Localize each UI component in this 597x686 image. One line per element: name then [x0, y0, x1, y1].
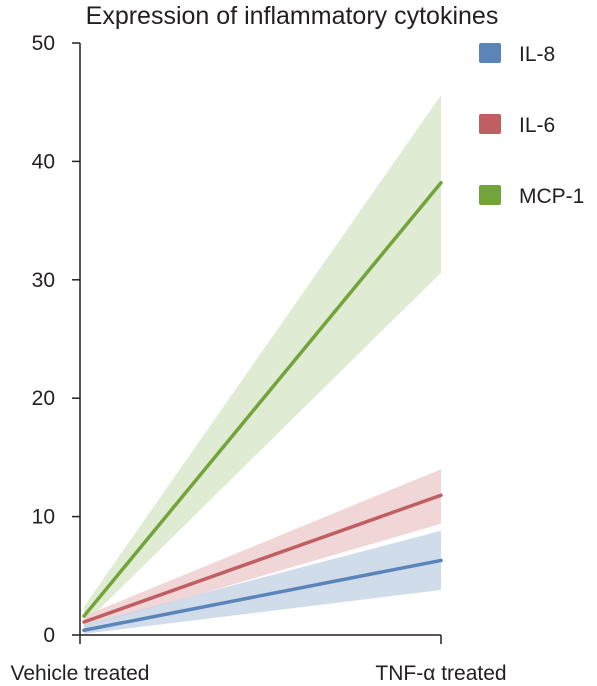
legend-swatch	[479, 185, 501, 205]
x-ticks: Vehicle treated TNF-α treated	[11, 635, 507, 685]
y-ticks: 0 10 20 30 40 50	[32, 32, 80, 647]
y-tick-label: 20	[32, 387, 55, 410]
series-line-il-6	[82, 493, 443, 624]
y-tick-label: 0	[43, 624, 55, 647]
x-tick-label: TNF-α treated	[375, 662, 506, 685]
series-line-mcp-1	[82, 180, 443, 618]
chart-title: Expression of inflammatory cytokines	[86, 2, 499, 30]
y-tick-label: 10	[32, 506, 55, 529]
legend: IL-8 IL-6 MCP-1	[479, 43, 584, 208]
legend-swatch	[479, 114, 501, 134]
confidence-band-il-8	[84, 530, 441, 634]
confidence-band-mcp-1	[84, 95, 441, 625]
y-tick-label: 30	[32, 269, 55, 292]
axes	[79, 43, 441, 636]
legend-swatch	[479, 43, 501, 63]
confidence-bands	[84, 95, 441, 634]
legend-label: IL-6	[519, 114, 555, 137]
confidence-band-il-6	[84, 469, 441, 628]
y-tick-label: 40	[32, 150, 55, 173]
series-lines	[82, 180, 443, 633]
y-tick-label: 50	[32, 32, 55, 55]
series-line-il-8	[82, 558, 443, 633]
legend-label: MCP-1	[519, 185, 584, 208]
x-tick-label: Vehicle treated	[11, 662, 150, 685]
legend-label: IL-8	[519, 43, 555, 66]
